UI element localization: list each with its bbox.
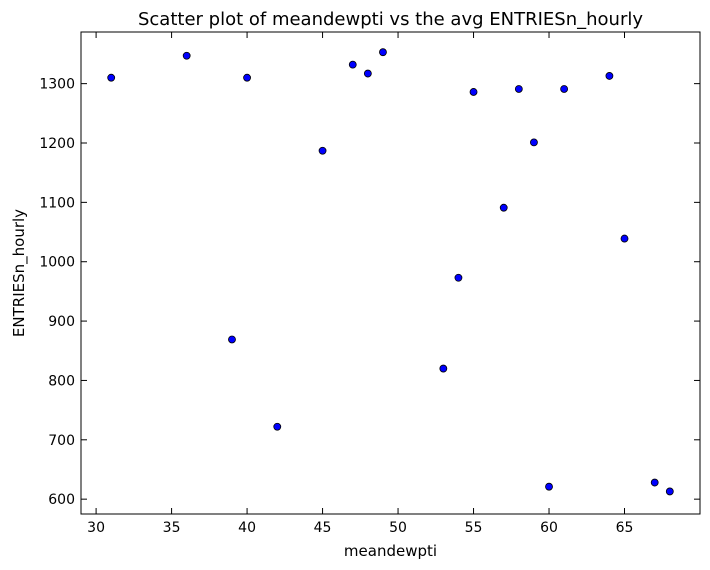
y-tick-label: 800 [48,373,75,389]
data-point [545,482,553,491]
y-tick-label: 1300 [39,77,75,93]
data-point [182,51,191,60]
y-tick-label: 700 [48,433,75,449]
data-point [469,88,478,96]
x-tick-label: 40 [238,520,256,536]
data-point [514,85,523,93]
data-point [560,85,569,93]
y-tick-label: 1200 [39,136,75,152]
y-tick-label: 900 [48,314,75,330]
x-tick-label: 60 [540,520,558,536]
data-point [107,73,116,82]
x-tick-label: 30 [87,520,105,536]
plot-frame [80,31,701,515]
x-tick-label: 55 [465,520,483,536]
data-point [348,60,357,69]
data-point [228,335,236,344]
data-point [605,72,614,80]
y-tick-label: 600 [48,492,75,508]
y-axis-label: ENTRIESn_hourly [10,209,29,337]
plot-area: 30 35 40 45 50 55 60 65 600 700 800 900 1000 1100 1200… [39,31,701,536]
chart-title: Scatter plot of meandewpti vs the avg EN… [138,9,643,30]
data-point [318,146,327,155]
y-tick-label: 1100 [39,195,75,211]
data-point [665,487,674,496]
x-tick-label: 65 [616,520,634,536]
data-point [650,478,659,487]
data-point [363,69,372,78]
x-tick-label: 35 [163,520,181,536]
x-tick-label: 45 [314,520,332,536]
x-tick-label: 50 [389,520,407,536]
data-point [454,273,463,282]
x-axis-label: meandewpti [344,542,437,560]
data-point [499,203,508,212]
data-point [530,138,538,147]
data-point [439,364,448,373]
data-point [243,73,251,82]
data-point [620,234,629,243]
data-point [379,48,387,57]
data-point [273,422,282,431]
y-tick-label: 1000 [39,255,75,271]
